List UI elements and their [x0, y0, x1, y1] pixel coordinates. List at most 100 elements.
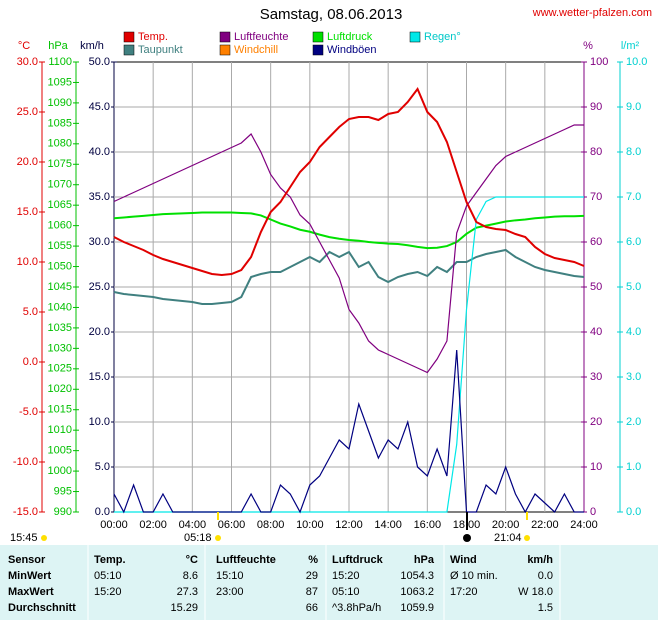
table-cell: 15:20 [332, 570, 360, 582]
y-tick-label: -5.0 [19, 406, 38, 418]
y-tick-label: 100 [590, 56, 608, 68]
x-tick-label: 16:00 [414, 519, 442, 531]
y-tick-label: 990 [54, 506, 72, 518]
table-cell: 05:10 [332, 586, 360, 598]
table-header: °C [186, 554, 198, 566]
y-tick-label: 1065 [48, 199, 72, 211]
y-tick-label: 20.0 [17, 156, 38, 168]
axis-unit: l/m² [621, 40, 640, 52]
table-header: Temp. [94, 554, 126, 566]
legend-swatch [123, 31, 135, 43]
table-cell: 1.5 [538, 602, 553, 614]
table-cell: 15:10 [216, 570, 244, 582]
axis-unit: % [583, 40, 593, 52]
table-cell: 29 [306, 570, 318, 582]
y-tick-label: 3.0 [626, 371, 641, 383]
y-tick-label: 1095 [48, 76, 72, 88]
legend-label: Temp. [138, 31, 168, 43]
y-tick-label: 40 [590, 326, 602, 338]
moon-icon [41, 535, 47, 541]
y-tick-label: 1070 [48, 179, 72, 191]
y-tick-label: 995 [54, 485, 72, 497]
x-tick-label: 08:00 [257, 519, 285, 531]
y-tick-label: 1025 [48, 363, 72, 375]
table-cell: Durchschnitt [8, 602, 76, 614]
y-tick-label: 30 [590, 371, 602, 383]
x-tick-label: 04:00 [179, 519, 207, 531]
x-tick-label: 00:00 [100, 519, 128, 531]
y-tick-label: 60 [590, 236, 602, 248]
table-cell: 23:00 [216, 586, 244, 598]
x-tick-label: 06:00 [218, 519, 246, 531]
y-tick-label: 1075 [48, 158, 72, 170]
series-line [113, 349, 584, 514]
table-cell: 66 [306, 602, 318, 614]
y-tick-label: 1055 [48, 240, 72, 252]
moon-phase [463, 534, 471, 542]
series-line [113, 248, 585, 305]
y-tick-label: 0.0 [626, 506, 641, 518]
series-line [113, 87, 585, 277]
y-tick-label: 1015 [48, 404, 72, 416]
x-tick-label: 22:00 [531, 519, 559, 531]
y-tick-label: 1100 [48, 56, 72, 68]
y-tick-label: 25.0 [89, 281, 110, 293]
legend-label: Windchill [234, 44, 278, 56]
legend-swatch [123, 44, 135, 56]
y-tick-label: 1020 [48, 383, 72, 395]
y-tick-label: 1035 [48, 322, 72, 334]
y-tick-label: 0.0 [95, 506, 110, 518]
y-tick-label: 7.0 [626, 191, 641, 203]
table-header: hPa [414, 554, 435, 566]
legend-swatch [219, 31, 231, 43]
x-tick-label: 14:00 [374, 519, 402, 531]
table-cell: 27.3 [177, 586, 198, 598]
table-header: km/h [527, 554, 553, 566]
source: www.wetter-pfalzen.com [532, 7, 652, 19]
x-tick-label: 24:00 [570, 519, 598, 531]
y-tick-label: 1045 [48, 281, 72, 293]
y-tick-label: 50 [590, 281, 602, 293]
legend-label: Luftdruck [327, 31, 373, 43]
y-tick-label: 5.0 [626, 281, 641, 293]
table-cell: 05:10 [94, 570, 122, 582]
stats-table [0, 545, 658, 620]
table-cell: 1059.9 [400, 602, 434, 614]
y-tick-label: 1080 [48, 138, 72, 150]
sun-icon [524, 535, 530, 541]
y-tick-label: 4.0 [626, 326, 641, 338]
x-tick-label: 10:00 [296, 519, 324, 531]
table-cell: 15:20 [94, 586, 122, 598]
y-tick-label: 1010 [48, 424, 72, 436]
legend-label: Regen° [424, 31, 461, 43]
y-tick-label: -10.0 [13, 456, 38, 468]
y-tick-label: 10.0 [626, 56, 647, 68]
y-tick-label: 1050 [48, 260, 72, 272]
table-cell: W 18.0 [518, 586, 553, 598]
table-header: Sensor [8, 554, 46, 566]
table-cell: Ø 10 min. [450, 570, 498, 582]
y-tick-label: 15.0 [17, 206, 38, 218]
table-header: Luftfeuchte [216, 554, 276, 566]
y-tick-label: 1030 [48, 342, 72, 354]
y-tick-label: 1060 [48, 220, 72, 232]
y-tick-label: 25.0 [17, 106, 38, 118]
chart-title: Samstag, 08.06.2013 [260, 6, 403, 23]
y-tick-label: 80 [590, 146, 602, 158]
table-cell: 1063.2 [400, 586, 434, 598]
legend-label: Windböen [327, 44, 377, 56]
y-tick-label: 15.0 [89, 371, 110, 383]
y-tick-label: 1005 [48, 445, 72, 457]
axis-unit: hPa [48, 40, 68, 52]
series-line [113, 211, 585, 250]
y-tick-label: 5.0 [95, 461, 110, 473]
table-header: Luftdruck [332, 554, 384, 566]
y-tick-label: 8.0 [626, 146, 641, 158]
axis-unit: °C [18, 40, 30, 52]
y-tick-label: 1090 [48, 97, 72, 109]
x-tick-label: 12:00 [335, 519, 363, 531]
y-tick-label: 10.0 [17, 256, 38, 268]
table-header: % [308, 554, 318, 566]
sun-icon [215, 535, 221, 541]
